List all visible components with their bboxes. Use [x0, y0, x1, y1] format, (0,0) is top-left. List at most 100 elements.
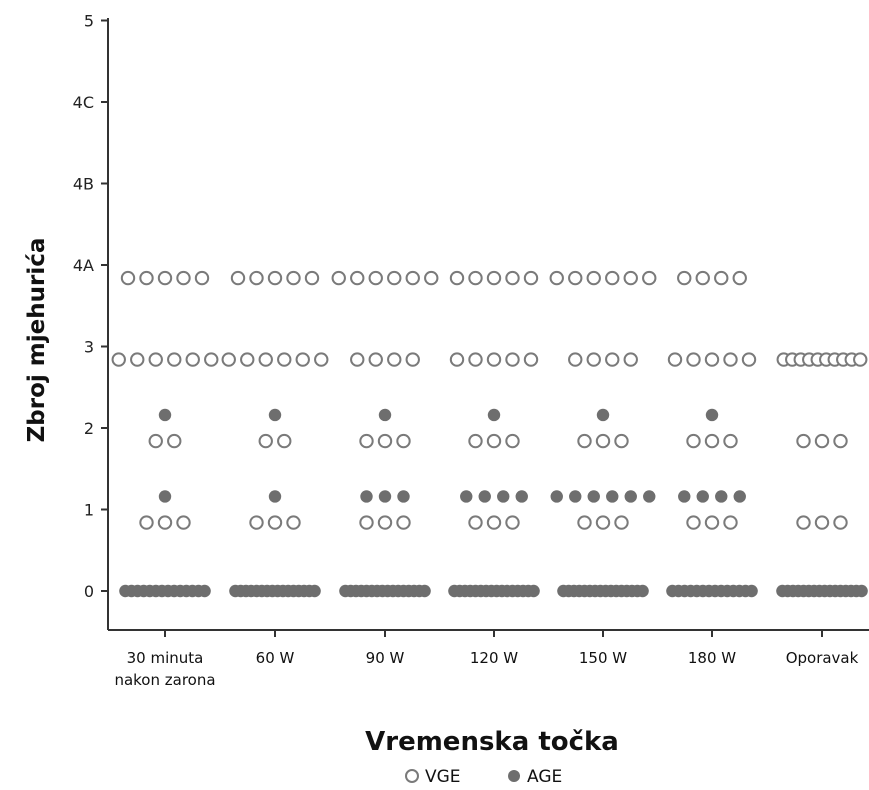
vge-dot [468, 433, 483, 449]
age-dot [705, 408, 719, 422]
x-tick-label: 150 W [579, 649, 627, 667]
vge-dot [185, 352, 200, 367]
vge-dot [686, 515, 701, 530]
age-dot [158, 490, 172, 503]
y-tick-label: 4A [73, 256, 94, 275]
vge-dot [486, 515, 502, 530]
y-tick-label: 3 [84, 338, 94, 357]
age-dot [158, 408, 172, 422]
vge-dot [833, 433, 848, 449]
vge-dot [449, 270, 465, 286]
x-tick-label: 90 W [366, 649, 405, 667]
vge-dot [723, 433, 738, 449]
y-tick-label: 0 [84, 582, 94, 601]
vge-dot [139, 270, 154, 286]
y-tick-label: 4B [73, 175, 94, 194]
vge-dot [796, 515, 811, 530]
zero-score-dot [418, 584, 431, 598]
vge-dot [505, 433, 520, 449]
vge-dot [286, 270, 301, 286]
age-dot [587, 490, 600, 503]
vge-dot [796, 433, 811, 449]
vge-dot [359, 433, 374, 449]
vge-dot [405, 352, 420, 367]
vge-dot [157, 270, 173, 286]
legend-vge-marker [405, 769, 419, 783]
vge-dot [139, 515, 154, 530]
vge-dot [267, 270, 283, 286]
vge-dot [286, 515, 301, 530]
vge-dot [704, 515, 720, 530]
vge-dot [148, 352, 163, 367]
vge-dot [586, 352, 601, 367]
y-tick-label: 4C [73, 93, 94, 112]
age-dot [606, 490, 619, 503]
age-dot [624, 490, 637, 503]
vge-dot [368, 270, 383, 286]
vge-dot [614, 515, 629, 530]
y-tick-label: 2 [84, 419, 94, 438]
zero-score-dot [855, 584, 868, 598]
zero-score-dot [745, 584, 758, 598]
age-dot [550, 490, 563, 503]
vge-dot [677, 270, 692, 286]
vge-dot [350, 270, 365, 286]
vge-dot [157, 515, 173, 530]
vge-dot [505, 270, 520, 286]
zero-score-dot [527, 584, 540, 598]
vge-dot [605, 270, 620, 286]
vge-dot [468, 270, 483, 286]
vge-dot [505, 515, 520, 530]
vge-dot [249, 270, 264, 286]
vge-dot [667, 352, 683, 367]
vge-dot [148, 433, 163, 449]
vge-dot [468, 352, 483, 367]
vge-dot [167, 433, 182, 449]
vge-dot [853, 352, 868, 367]
age-dot [360, 490, 373, 503]
vge-dot [277, 433, 292, 449]
age-dot [478, 490, 491, 503]
vge-dot [605, 352, 620, 367]
age-dot [643, 490, 656, 503]
vge-dot [549, 270, 564, 286]
y-tick-label: 5 [84, 12, 94, 31]
vge-dot [704, 352, 720, 367]
vge-dot [704, 433, 720, 449]
vge-dot [577, 515, 592, 530]
vge-dot [732, 270, 747, 286]
vge-dot [176, 270, 191, 286]
vge-dot [387, 352, 402, 367]
vge-dot [523, 270, 539, 286]
vge-dot [331, 270, 346, 286]
age-dot [268, 408, 282, 422]
axes: 0 1 2 3 4A 4B 4C 5 30 minuta nakon zarona 60 W 90 W… [73, 12, 869, 689]
vge-dot [486, 433, 502, 449]
vge-dot [486, 352, 502, 367]
age-dot [378, 490, 392, 503]
legend-age-marker [508, 770, 520, 782]
vge-dot [368, 352, 383, 367]
x-tick-label: 30 minuta [127, 649, 204, 667]
x-tick-label: 60 W [256, 649, 295, 667]
vge-dot [350, 352, 365, 367]
vge-dot [130, 352, 145, 367]
vge-dot [614, 433, 629, 449]
vge-dot [468, 515, 483, 530]
vge-dot [277, 352, 292, 367]
age-dot [515, 490, 528, 503]
vge-dot [814, 515, 830, 530]
age-dot [596, 408, 610, 422]
data-marks [111, 270, 868, 598]
vge-dot [377, 433, 393, 449]
x-tick-label: Oporavak [786, 649, 859, 667]
age-dot [378, 408, 392, 422]
vge-dot [314, 352, 329, 367]
vge-dot [230, 270, 246, 286]
x-tick-label: nakon zarona [114, 671, 215, 689]
age-dot [715, 490, 728, 503]
vge-dot [304, 270, 320, 286]
vge-dot [505, 352, 520, 367]
age-dot [733, 490, 746, 503]
